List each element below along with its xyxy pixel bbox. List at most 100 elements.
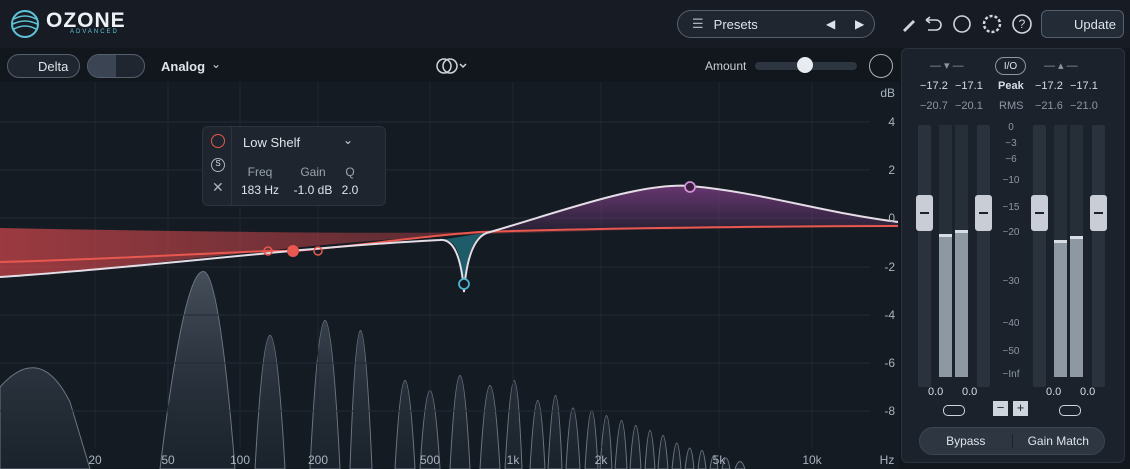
band-param-header: Q <box>345 165 355 179</box>
logo: OZONE <box>46 9 126 32</box>
fader-mark <box>920 212 929 214</box>
fader-track <box>977 125 990 387</box>
band-solo[interactable]: S <box>211 158 225 172</box>
update-button[interactable]: Update <box>1041 10 1124 38</box>
meter-panel <box>901 48 1125 463</box>
peak-label: Peak <box>998 80 1024 92</box>
meter-scale-label: −50 <box>1002 346 1020 357</box>
link-input[interactable] <box>943 405 965 416</box>
next-preset[interactable]: ▶ <box>855 17 865 31</box>
link-output[interactable] <box>1059 405 1081 416</box>
meter-level <box>939 234 952 377</box>
meter-level <box>955 230 968 377</box>
undo-icon[interactable] <box>925 16 942 31</box>
settings-icon[interactable] <box>982 14 1002 34</box>
meter-scale-label: −15 <box>1002 202 1020 213</box>
delta-label: Delta <box>38 58 69 74</box>
presets-button[interactable]: ☰ Presets ◀ ▶ <box>677 10 875 38</box>
shelf-fill <box>0 223 898 277</box>
fader-track <box>1092 125 1105 387</box>
prev-preset[interactable]: ◀ <box>826 17 836 31</box>
fader-track <box>918 125 931 387</box>
band-param-value: -1.0 dB <box>293 183 333 197</box>
db-label: 0 <box>888 211 895 225</box>
shelf-curve <box>0 225 899 263</box>
peak-fill <box>480 185 898 234</box>
freq-label: 50 <box>161 453 175 467</box>
band-node[interactable] <box>684 181 696 193</box>
help-icon[interactable] <box>1012 14 1032 34</box>
band-shape-chevron[interactable]: ⌄ <box>343 133 354 147</box>
meter-value: −17.1 <box>1070 80 1098 92</box>
fader-mark <box>979 212 988 214</box>
freq-label: 100 <box>230 453 250 467</box>
meter-level <box>1054 240 1067 377</box>
band-handle[interactable] <box>263 246 273 256</box>
amount-label: Amount <box>705 59 747 73</box>
band-param-value: 2.0 <box>341 183 359 197</box>
freq-label: 1k <box>507 453 521 467</box>
update-label: Update <box>1074 16 1116 32</box>
db-label: -2 <box>884 260 895 274</box>
rms-label: RMS <box>999 100 1024 112</box>
band-param-header: Gain <box>300 165 326 179</box>
band-node[interactable] <box>287 245 299 257</box>
toolbar-icons: ? <box>903 14 1032 34</box>
fader-mark <box>1094 212 1103 214</box>
band-shape[interactable]: Low Shelf <box>243 135 301 150</box>
meter-scale-label: 0 <box>1008 122 1014 133</box>
gain-value: 0.0 <box>1046 386 1062 398</box>
meter-scale-label: −40 <box>1002 318 1020 329</box>
db-label: -8 <box>884 404 895 418</box>
band-remove[interactable]: ✕ <box>212 179 224 195</box>
history-icon[interactable] <box>953 15 971 33</box>
io-toggle[interactable]: I/O <box>995 57 1026 75</box>
meter-value: −17.2 <box>920 80 948 92</box>
db-label: -4 <box>884 308 895 322</box>
freq-label: 500 <box>420 453 440 467</box>
band-node[interactable] <box>458 278 470 290</box>
amount-knob[interactable] <box>797 57 813 73</box>
meter-value: −17.1 <box>955 80 983 92</box>
freq-label: 10k <box>802 453 822 467</box>
stereo-icon[interactable] <box>435 56 471 76</box>
bypass-button[interactable]: Bypass <box>920 434 1013 448</box>
notch-fill <box>440 232 490 292</box>
freq-unit: Hz <box>880 453 895 467</box>
meter-peak <box>955 230 968 233</box>
band-enable[interactable] <box>211 134 225 148</box>
logo-icon <box>11 10 39 38</box>
presets-label: Presets <box>713 16 758 32</box>
db-label: -6 <box>884 356 895 370</box>
freq-label: 20 <box>88 453 102 467</box>
gain-value: 0.0 <box>962 386 978 398</box>
meter-value: −20.1 <box>955 100 983 112</box>
gain-value: 0.0 <box>1080 386 1096 398</box>
freq-label: 2k <box>595 453 609 467</box>
meter-scale-label: −6 <box>1005 154 1017 165</box>
meter-scale-label: −30 <box>1002 276 1020 287</box>
meter-scale-label: −10 <box>1002 175 1020 186</box>
mode-chevron[interactable]: ⌄ <box>211 57 222 71</box>
gain-plus[interactable]: + <box>1013 401 1028 416</box>
meter-value: −21.6 <box>1035 100 1063 112</box>
meter-level <box>1070 236 1083 377</box>
learn-button[interactable] <box>869 54 893 78</box>
meter-scale-label: −20 <box>1002 227 1020 238</box>
delta-button[interactable]: Delta <box>7 54 80 78</box>
meter-value: −20.7 <box>920 100 948 112</box>
meters <box>916 125 1107 387</box>
gain-match-button[interactable]: Gain Match <box>1027 434 1089 448</box>
gain-minus[interactable]: − <box>993 401 1008 416</box>
band-handle[interactable] <box>313 246 323 256</box>
logo-sub: ADVANCED <box>70 29 119 35</box>
mode-select[interactable]: Analog <box>161 59 206 74</box>
pencil-icon[interactable] <box>903 20 915 32</box>
eq-curve <box>0 184 899 293</box>
view-toggle[interactable] <box>87 54 145 78</box>
db-unit: dB <box>880 86 895 100</box>
band-param-header: Freq <box>247 165 273 179</box>
meter-peak <box>939 234 952 237</box>
meter-value: −17.2 <box>1035 80 1063 92</box>
